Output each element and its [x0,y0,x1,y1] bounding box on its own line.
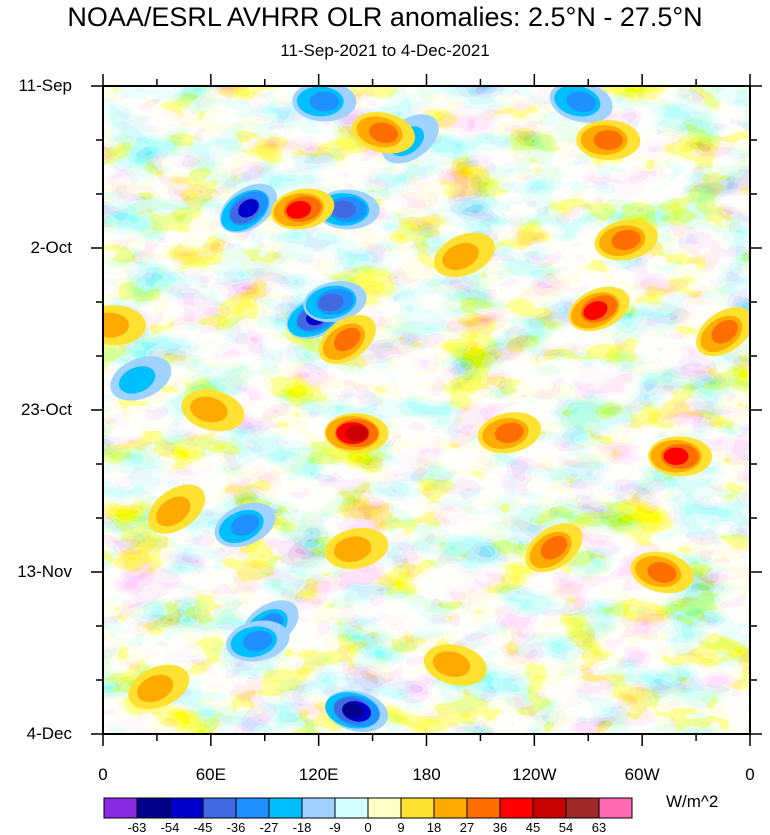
anomaly-feature [333,536,372,563]
colorbar-swatch [169,797,204,819]
colorbar-swatch [136,797,171,819]
y-tick-label: 11-Sep [18,76,72,95]
colorbar-swatch [565,797,600,819]
anomaly-feature [663,447,689,466]
anomaly-feature [342,702,363,719]
anomaly-feature [647,562,677,583]
anomaly-feature [331,200,357,219]
x-tick-label: 0 [98,765,108,784]
anomaly-feature [611,229,641,251]
y-tick-label: 23-Oct [20,400,72,419]
anomaly-feature [711,319,738,344]
anomaly-feature [286,200,312,219]
colorbar-level-label: -9 [329,820,341,835]
colorbar-level-label: 9 [397,820,405,835]
anomaly-feature [432,651,471,678]
y-tick-label: 13-Nov [17,562,72,581]
colorbar-level-label: -18 [292,820,312,835]
colorbar-swatch [301,797,336,819]
colorbar-swatch [202,797,237,819]
colorbar-level-label: 27 [459,820,475,835]
x-tick-label: 0 [745,765,755,784]
anomaly-feature [494,422,524,443]
anomaly-feature [442,242,479,271]
colorbar-swatch [235,797,270,819]
chart-subtitle: 11-Sep-2021 to 4-Dec-2021 [280,41,490,60]
x-tick-label: 120W [512,765,557,784]
anomaly-feature [156,496,191,527]
colorbar-level-label: 36 [492,820,508,835]
colorbar-level-label: 63 [591,820,607,835]
colorbar-swatch [433,797,468,819]
anomaly-feature [593,130,623,151]
anomaly-feature [136,674,174,703]
colorbar-level-label: -45 [193,820,213,835]
colorbar-level-label: -36 [226,820,246,835]
x-tick-label: 120E [298,765,339,784]
chart-title: NOAA/ESRL AVHRR OLR anomalies: 2.5°N - 2… [67,2,703,32]
anomaly-feature [238,199,259,218]
anomaly-feature [118,366,156,394]
colorbar-swatch [466,797,501,819]
colorbar-level-label: 0 [364,820,372,835]
anomaly-feature [566,91,596,113]
anomaly-feature [190,396,228,423]
anomaly-feature [230,514,260,536]
colorbar-swatch [400,797,435,819]
anomaly-feature [583,301,608,320]
colorbar-level-label: 45 [525,820,541,835]
x-tick-label: 180 [412,765,441,784]
colorbar-swatch [103,797,138,819]
anomaly-feature [333,327,361,352]
colorbar-swatch [367,797,402,819]
anomaly-feature [103,312,129,338]
anomaly-feature [369,122,398,144]
colorbar-swatch [334,797,369,819]
anomaly-feature [309,91,339,112]
colorbar-level-label: -27 [259,820,279,835]
colorbar-swatch [532,797,567,819]
colorbar-units: W/m^2 [666,792,719,811]
colorbar-swatch [598,797,633,819]
anomaly-feature [318,293,344,312]
x-tick-label: 60E [195,765,226,784]
colorbar-level-label: 54 [558,820,574,835]
anomaly-feature [540,535,568,560]
heatmap-field [103,86,750,734]
colorbar-level-label: -63 [127,820,147,835]
anomaly-feature [345,425,368,442]
colorbar-level-label: -54 [160,820,180,835]
colorbar-level-label: 18 [426,820,442,835]
colorbar-swatch [499,797,534,819]
colorbar-swatch [268,797,303,819]
x-tick-label: 60W [624,765,660,784]
y-tick-label: 2-Oct [30,238,72,257]
anomaly-feature [243,630,273,652]
y-tick-label: 4-Dec [26,724,72,743]
